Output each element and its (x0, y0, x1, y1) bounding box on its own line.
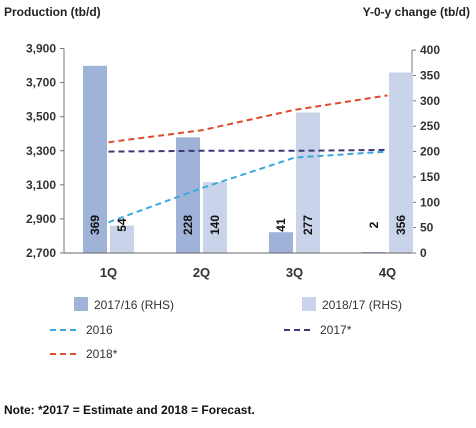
bar-2018-17-2q (203, 182, 227, 253)
bar-value-label: 356 (394, 215, 408, 235)
bar-value-label: 140 (208, 215, 222, 235)
left-tick-label: 3,900 (26, 42, 56, 56)
bar-2018-17-1q (110, 225, 134, 253)
left-tick-label: 3,500 (26, 110, 56, 124)
footnote: Note: *2017 = Estimate and 2018 = Foreca… (4, 403, 255, 417)
bar-2017-16-1q (83, 65, 107, 253)
bar-value-label: 277 (301, 215, 315, 235)
left-axis-title: Production (tb/d) (4, 5, 101, 19)
line-2017-series (108, 148, 388, 153)
right-tick-label: 200 (420, 145, 440, 159)
right-axis-ticks: 0 50 100 150 200 250 300 350 400 (411, 43, 440, 260)
right-axis-title: Y-0-y change (tb/d) (363, 5, 470, 19)
bar-2017-16-4q (362, 251, 386, 253)
right-tick-label: 50 (420, 221, 434, 235)
left-tick-label: 3,700 (26, 76, 56, 90)
bar-2018-17-4q (389, 72, 413, 253)
legend-label: 2017* (320, 323, 352, 337)
legend-swatch (302, 297, 316, 311)
right-tick-label: 100 (420, 195, 440, 209)
bar-value-label: 2 (367, 221, 381, 228)
left-axis-ticks: 2,700 2,900 3,100 3,300 3,500 3,700 3,900 (26, 42, 65, 260)
category-labels: 1Q 2Q 3Q 4Q (100, 265, 396, 280)
line-2016-series (108, 150, 388, 224)
left-tick-label: 2,700 (26, 246, 56, 260)
bar-2017-16-3q (269, 232, 293, 253)
bar-labels: 369 54 228 140 41 277 2 356 (88, 215, 408, 235)
right-tick-label: 300 (420, 94, 440, 108)
lines (108, 94, 388, 224)
category-label: 2Q (193, 265, 210, 280)
right-tick-label: 400 (420, 43, 440, 57)
bar-value-label: 369 (88, 215, 102, 235)
left-tick-label: 3,100 (26, 178, 56, 192)
category-label: 3Q (286, 265, 303, 280)
left-tick-label: 3,300 (26, 144, 56, 158)
right-tick-label: 350 (420, 69, 440, 83)
legend: 2017/16 (RHS) 2018/17 (RHS) 2016 2017* 2018* (50, 297, 402, 361)
right-tick-label: 250 (420, 119, 440, 133)
bars (83, 65, 413, 254)
legend-label: 2016 (86, 323, 113, 337)
bar-2018-17-3q (296, 112, 320, 254)
legend-label: 2018/17 (RHS) (322, 298, 402, 312)
legend-swatch (74, 297, 88, 311)
right-tick-label: 0 (420, 246, 427, 260)
left-tick-label: 2,900 (26, 212, 56, 226)
legend-label: 2018* (86, 347, 118, 361)
bar-value-label: 41 (274, 218, 288, 232)
line-2018-series (108, 94, 388, 144)
bar-value-label: 228 (181, 215, 195, 235)
bar-value-label: 54 (115, 218, 129, 232)
legend-label: 2017/16 (RHS) (94, 298, 174, 312)
bar-2017-16-2q (176, 137, 200, 253)
category-label: 4Q (379, 265, 396, 280)
category-label: 1Q (100, 265, 117, 280)
right-tick-label: 150 (420, 170, 440, 184)
